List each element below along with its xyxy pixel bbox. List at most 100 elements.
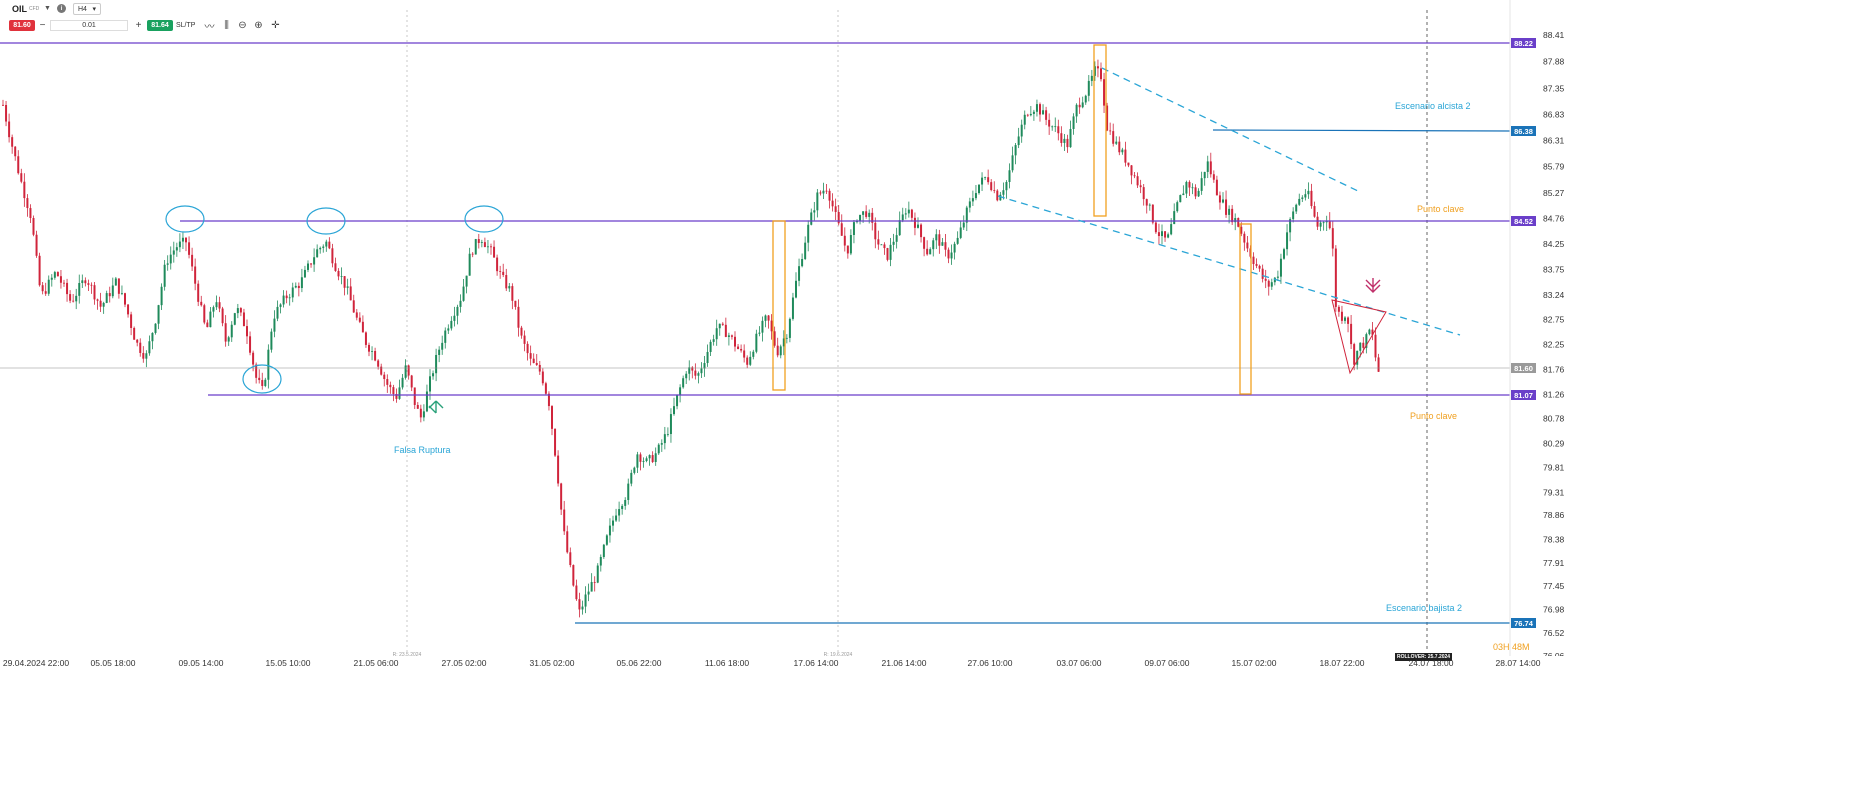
candle-down [947, 249, 950, 259]
candle-up [624, 500, 627, 506]
candle-down [1209, 161, 1212, 175]
sltp-button[interactable]: SL/TP [176, 22, 196, 29]
price-axis[interactable]: 88.41 87.88 87.35 86.83 86.31 85.79 85.27 84.76… [1509, 0, 1565, 656]
candle-down [69, 294, 72, 301]
indicators-icon[interactable]: ⫼ [224, 20, 229, 31]
candle-down [996, 190, 999, 201]
candle-up [160, 286, 163, 306]
candle-up [880, 244, 883, 246]
buy-button[interactable]: 81.64 [147, 20, 173, 31]
triangle-pattern[interactable] [1331, 299, 1387, 375]
zoom-in-icon[interactable]: ⊕ [254, 20, 263, 31]
candle-down [1252, 256, 1255, 265]
candle-up [230, 324, 233, 338]
candle-up [444, 330, 447, 343]
price-tick: 77.45 [1543, 581, 1565, 591]
candle-down [352, 300, 355, 313]
candle-up [313, 257, 316, 265]
candle-down [1240, 226, 1243, 234]
candle-up [1289, 219, 1292, 233]
candle-up [779, 346, 782, 356]
candle-up [608, 525, 611, 536]
candle-up [303, 269, 306, 278]
touch-ellipse[interactable] [242, 364, 282, 394]
candle-up [81, 280, 84, 283]
price-tick: 82.25 [1543, 340, 1565, 350]
crosshair-icon[interactable]: ✛ [271, 20, 280, 31]
candle-up [236, 308, 239, 314]
candle-up [1121, 149, 1124, 153]
candle-up [630, 472, 633, 484]
highlight-box[interactable] [772, 220, 786, 391]
candle-down [1225, 199, 1228, 215]
candle-down [5, 104, 8, 122]
candle-down [389, 384, 392, 388]
candle-up [798, 266, 801, 281]
price-tick: 88.41 [1543, 30, 1565, 40]
candle-up [1008, 170, 1011, 182]
candle-down [93, 285, 96, 300]
candle-up [1276, 276, 1279, 278]
symbol-label[interactable]: OIL CFD [12, 4, 40, 14]
candle-up [804, 242, 807, 260]
candle-up [264, 379, 267, 386]
volume-decrease-button[interactable]: − [39, 20, 46, 31]
sell-button[interactable]: 81.60 [9, 20, 35, 31]
candle-down [944, 242, 947, 250]
candle-up [47, 279, 50, 294]
candle-up [1081, 102, 1084, 108]
chart-grid [406, 10, 1428, 652]
candle-down [1130, 165, 1133, 176]
candle-up [907, 209, 910, 214]
highlight-box[interactable] [1239, 223, 1252, 395]
time-tick: 11.06 18:00 [704, 658, 750, 668]
candle-down [1060, 133, 1063, 143]
candle-up [404, 365, 407, 378]
candle-down [544, 383, 547, 394]
candle-up [1273, 277, 1276, 283]
candle-up [233, 313, 236, 325]
candle-down [361, 321, 364, 333]
candle-down [865, 211, 868, 217]
info-icon[interactable]: i [57, 4, 66, 13]
bull-target-line[interactable] [1212, 129, 1511, 132]
candle-down [541, 371, 544, 384]
time-axis[interactable]: 29.04.2024 22:00 05.05 18:00 09.05 14:00… [0, 656, 1859, 672]
candle-down [1139, 185, 1142, 188]
candle-down [72, 300, 75, 302]
volume-input[interactable]: 0.01 [50, 20, 128, 31]
candle-down [1026, 114, 1029, 116]
volume-increase-button[interactable]: + [135, 20, 142, 31]
price-chart[interactable]: Falsa Ruptura Escenario alcista 2 Punto … [0, 0, 1859, 656]
line-chart-icon[interactable]: 〰 [204, 22, 215, 33]
candle-down [773, 331, 776, 346]
candle-up [807, 224, 810, 243]
candle-down [520, 327, 523, 336]
highlight-box[interactable] [1093, 44, 1107, 217]
candle-up [788, 318, 791, 338]
candle-up [1279, 258, 1282, 277]
candle-down [416, 404, 419, 409]
candle-down [1374, 334, 1377, 358]
candle-down [242, 312, 245, 327]
touch-ellipse[interactable] [165, 205, 205, 233]
candle-down [938, 234, 941, 246]
candle-up [462, 286, 465, 301]
touch-ellipse[interactable] [306, 207, 346, 235]
caret-down-icon[interactable]: ▼ [44, 5, 51, 12]
candle-down [14, 146, 17, 157]
time-tick: 24.07 18:00 [1408, 658, 1454, 668]
candle-up [157, 305, 160, 324]
zoom-out-icon[interactable]: ⊖ [238, 20, 247, 31]
candle-up [596, 565, 599, 583]
candle-up [401, 377, 404, 388]
touch-ellipse[interactable] [464, 205, 504, 233]
timeframe-select[interactable]: H4 ▾ [73, 3, 101, 15]
candle-up [959, 227, 962, 238]
candle-up [1292, 211, 1295, 220]
candle-up [1173, 211, 1176, 225]
candle-down [383, 374, 386, 380]
candle-down [767, 315, 770, 321]
candle-down [493, 246, 496, 258]
candle-up [447, 328, 450, 331]
